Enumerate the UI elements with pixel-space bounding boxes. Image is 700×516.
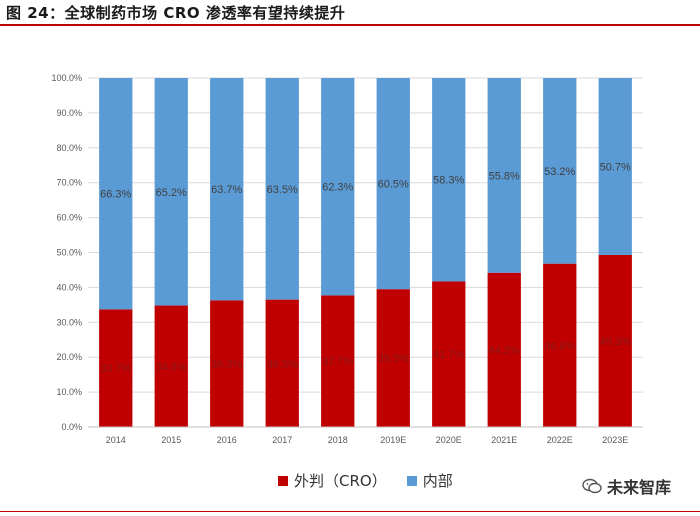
y-tick-label: 20.0% [56, 352, 82, 362]
y-tick-label: 70.0% [56, 178, 82, 188]
data-label: 58.3% [433, 175, 464, 187]
x-tick-label: 2017 [272, 435, 292, 445]
bar-segment [487, 78, 521, 273]
x-tick-label: 2014 [106, 435, 126, 445]
data-label: 62.3% [322, 182, 353, 194]
y-tick-label: 60.0% [56, 213, 82, 223]
data-label: 46.8% [544, 340, 575, 352]
x-tick-label: 2018 [328, 435, 348, 445]
y-tick-label: 40.0% [56, 282, 82, 292]
x-tick-label: 2019E [380, 435, 406, 445]
legend-swatch-cro [278, 475, 288, 486]
chart-legend: 外判（CRO） 内部 [278, 470, 473, 491]
bar-segment [598, 254, 632, 427]
bar-segment [154, 78, 188, 306]
bar-segment [543, 78, 577, 264]
data-label: 37.7% [322, 356, 353, 368]
bar-segment [99, 309, 133, 427]
y-tick-label: 90.0% [56, 108, 82, 118]
data-label: 44.2% [489, 345, 520, 357]
y-tick-label: 50.0% [56, 248, 82, 258]
bar-segment [543, 263, 577, 427]
y-tick-label: 10.0% [56, 387, 82, 397]
data-label: 60.5% [378, 179, 409, 191]
bar-segment [376, 289, 410, 427]
bar-segment [99, 78, 133, 310]
x-tick-label: 2020E [436, 435, 462, 445]
data-label: 53.2% [544, 166, 575, 178]
data-label: 34.8% [156, 361, 187, 373]
legend-item-cro: 外判（CRO） [278, 470, 387, 491]
bar-segment [210, 78, 244, 301]
bar-segment [321, 78, 355, 296]
bar-segment [432, 78, 466, 282]
data-label: 41.7% [433, 349, 464, 361]
bar-segment [210, 300, 244, 427]
watermark-text: 未来智库 [607, 478, 672, 497]
bar-segment [321, 295, 355, 427]
data-label: 36.5% [267, 358, 298, 370]
y-tick-label: 0.0% [61, 422, 82, 432]
x-tick-label: 2022E [547, 435, 573, 445]
top-divider [0, 24, 700, 26]
figure-title: 图 24：全球制药市场 CRO 渗透率有望持续提升 [6, 4, 346, 22]
data-label: 63.7% [211, 184, 242, 196]
legend-swatch-internal [406, 475, 417, 486]
stacked-bar-chart: 0.0% 10.0% 20.0% 30.0% 40.0% 50.0% 60.0% 70.0% 8… [51, 73, 643, 445]
wechat-icon [582, 478, 602, 494]
bar-segment [598, 78, 632, 255]
bottom-divider [0, 511, 700, 512]
bar-segment [265, 299, 299, 427]
y-tick-label: 100.0% [51, 73, 82, 83]
data-label: 50.7% [600, 161, 631, 173]
data-label: 65.2% [156, 187, 187, 199]
x-tick-label: 2015 [161, 435, 181, 445]
data-label: 39.5% [378, 353, 409, 365]
bar-segment [432, 281, 466, 427]
bar-segment [376, 78, 410, 290]
data-label: 55.8% [489, 170, 520, 182]
x-tick-label: 2016 [217, 435, 237, 445]
y-tick-label: 80.0% [56, 143, 82, 153]
legend-label-cro: 外判（CRO） [294, 472, 387, 490]
data-label: 36.3% [211, 359, 242, 371]
data-label: 33.7% [100, 363, 131, 375]
bar-segment [154, 305, 188, 427]
bar-segment [265, 78, 299, 300]
bar-segment [487, 272, 521, 427]
x-tick-label: 2023E [602, 435, 628, 445]
data-label: 66.3% [100, 189, 131, 201]
data-label: 63.5% [267, 184, 298, 196]
data-label: 49.3% [600, 336, 631, 348]
y-tick-label: 30.0% [56, 317, 82, 327]
x-tick-label: 2021E [491, 435, 517, 445]
watermark: 未来智库 [582, 474, 671, 498]
legend-label-internal: 内部 [422, 472, 453, 490]
legend-item-internal: 内部 [406, 470, 453, 491]
